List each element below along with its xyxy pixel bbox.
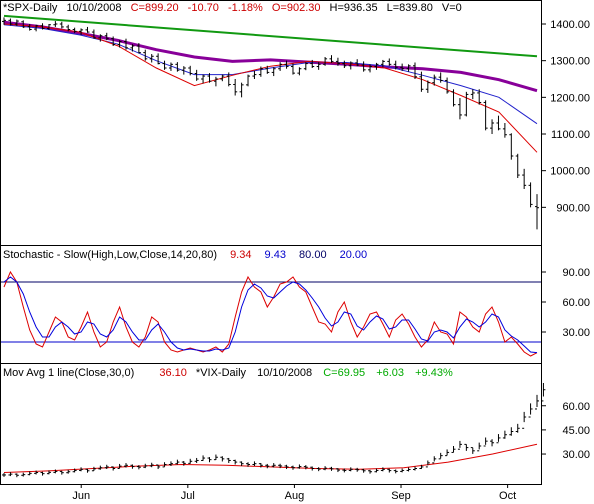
axis-layer: 900.00 1000.00 1100.00 1200.00 1300.00 1400.0… bbox=[72, 19, 590, 502]
vix-y-tick-label: 30.00 bbox=[562, 449, 590, 461]
price-y-tick-label: 900.00 bbox=[556, 202, 590, 214]
price-header-item: V=0 bbox=[442, 2, 462, 14]
ma-blue-line bbox=[3, 24, 538, 125]
stoch-y-tick-label: 30.00 bbox=[562, 327, 590, 339]
price-y-tick-label: 1100.00 bbox=[551, 129, 590, 141]
vix-legend-item: 10/10/2008 bbox=[257, 367, 312, 379]
vix-legend: Mov Avg 1 line(Close,30,0) 36.10 *VIX-Da… bbox=[3, 367, 453, 379]
price-header-item: -10.70 bbox=[188, 2, 219, 14]
vix-y-tick-label: 45.00 bbox=[562, 425, 590, 437]
price-header-item: C=899.20 bbox=[131, 2, 179, 14]
stoch-k-line bbox=[3, 270, 538, 357]
price-y-tick-label: 1000.00 bbox=[550, 166, 590, 178]
x-tick-label: Jul bbox=[181, 490, 195, 502]
x-tick-label: Sep bbox=[391, 490, 411, 502]
price-header-item: H=936.35 bbox=[330, 2, 378, 14]
vix-legend-item: +6.03 bbox=[376, 367, 404, 379]
stoch-y-tick-label: 60.00 bbox=[562, 297, 590, 309]
vix-legend-item: C=69.95 bbox=[323, 367, 365, 379]
stochastic-legend-item: 80.00 bbox=[299, 249, 327, 261]
sma-green-line bbox=[3, 14, 538, 58]
price-y-tick-label: 1200.00 bbox=[550, 92, 590, 104]
price-header-item: L=839.80 bbox=[387, 2, 433, 14]
stochastic-legend-item: Stochastic - Slow(High,Low,Close,14,20,8… bbox=[3, 249, 217, 261]
price-y-tick-label: 1300.00 bbox=[550, 56, 590, 68]
price-header-item: 10/10/2008 bbox=[66, 2, 121, 14]
vix-legend-item: +9.43% bbox=[415, 367, 453, 379]
price-y-tick-label: 1400.00 bbox=[550, 19, 590, 31]
x-tick-label: Oct bbox=[499, 490, 516, 502]
stoch-d-line bbox=[3, 276, 538, 354]
price-header-item: O=902.30 bbox=[272, 2, 321, 14]
stoch-y-tick-label: 90.00 bbox=[562, 267, 590, 279]
stochastic-legend-item: 9.34 bbox=[230, 249, 251, 261]
ma-purple-line bbox=[3, 20, 538, 93]
price-header: *SPX-Daily 10/10/2008 C=899.20 -10.70 -1… bbox=[3, 2, 462, 14]
stochastic-legend: Stochastic - Slow(High,Low,Close,14,20,8… bbox=[3, 249, 367, 261]
price-header-item: -1.18% bbox=[228, 2, 263, 14]
stochastic-legend-item: 20.00 bbox=[340, 249, 368, 261]
vix-legend-item: *VIX-Daily bbox=[196, 367, 247, 379]
x-tick-label: Jun bbox=[72, 490, 90, 502]
price-panel-frame bbox=[0, 0, 542, 246]
x-tick-label: Aug bbox=[285, 490, 305, 502]
vix-y-tick-label: 60.00 bbox=[562, 401, 590, 413]
vix-panel-frame bbox=[0, 363, 542, 485]
price-header-item: *SPX-Daily bbox=[3, 2, 58, 14]
ma-red-line bbox=[3, 23, 538, 153]
stochastic-panel bbox=[1, 270, 541, 357]
price-panel bbox=[2, 14, 539, 230]
stochastic-panel-frame bbox=[0, 245, 542, 364]
vix-legend-item: 36.10 bbox=[159, 367, 187, 379]
stochastic-legend-item: 9.43 bbox=[265, 249, 286, 261]
vix-ma-line bbox=[3, 443, 538, 473]
vix-legend-item: Mov Avg 1 line(Close,30,0) bbox=[3, 367, 134, 379]
vix-panel bbox=[2, 382, 546, 478]
